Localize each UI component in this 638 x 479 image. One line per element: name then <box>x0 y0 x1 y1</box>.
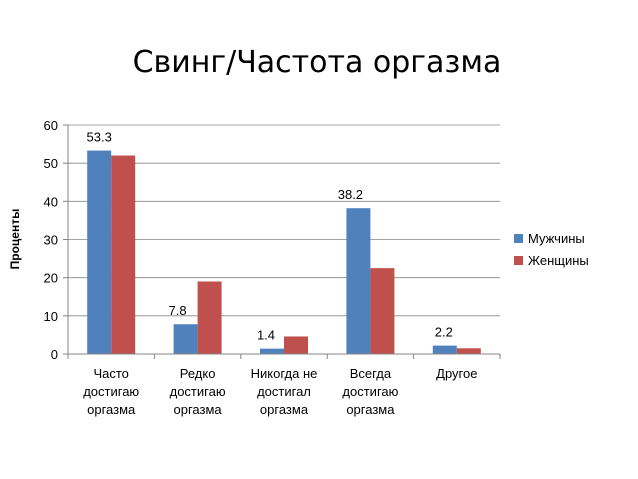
bar <box>346 208 371 354</box>
legend-swatch <box>514 256 523 265</box>
data-label: 2.2 <box>435 325 453 340</box>
y-tick-label: 60 <box>44 118 58 133</box>
data-label: 7.8 <box>169 303 187 318</box>
gridlines <box>68 124 500 317</box>
bar <box>173 324 198 354</box>
x-tick-label-line: достигаю <box>83 384 139 399</box>
data-label: 38.2 <box>338 187 363 202</box>
x-tick-label: Всегда достигаю оргазма <box>342 366 398 417</box>
legend: Мужчины Женщины <box>514 231 589 268</box>
x-tick-label: Другое <box>436 366 477 381</box>
bar <box>370 268 395 354</box>
y-tick-label: 30 <box>44 233 58 248</box>
x-tick-label: Редко достигаю оргазма <box>170 366 226 417</box>
x-tick-label-line: достигал <box>257 384 311 399</box>
x-tick-label-line: Никогда не <box>251 366 318 381</box>
x-tick-label-line: достигаю <box>170 384 226 399</box>
bar <box>432 345 457 354</box>
data-labels: 53.3 7.8 1.4 38.2 2.2 <box>87 130 453 343</box>
y-axis-label: Проценты <box>8 209 22 270</box>
x-tick-label-line: Редко <box>180 366 216 381</box>
y-axis-ticks: 0 10 20 30 40 50 60 <box>44 118 58 362</box>
data-label: 1.4 <box>257 328 275 343</box>
legend-label: Женщины <box>528 253 589 268</box>
y-tick-label: 20 <box>44 271 58 286</box>
y-tick-label: 40 <box>44 194 58 209</box>
x-tick-label: Часто достигаю оргазма <box>83 366 139 417</box>
x-tick-label-line: оргазма <box>346 402 395 417</box>
bar <box>197 281 222 354</box>
x-tick-label-line: Часто <box>93 366 128 381</box>
x-tick-label-line: Всегда <box>350 366 392 381</box>
legend-swatch <box>514 234 523 243</box>
legend-label: Мужчины <box>528 231 585 246</box>
category-labels: Часто достигаю оргазма Редко достигаю оргазма… <box>83 366 477 417</box>
bars <box>87 150 481 354</box>
x-tick-label-line: достигаю <box>342 384 398 399</box>
y-tick-label: 50 <box>44 156 58 171</box>
x-tick-label-line: Другое <box>436 366 477 381</box>
x-tick-label-line: оргазма <box>174 402 223 417</box>
y-tick-label: 0 <box>51 347 58 362</box>
bar <box>456 348 481 354</box>
bar <box>87 150 112 354</box>
y-tick-label: 10 <box>44 309 58 324</box>
x-tick-label: Никогда не достигал оргазма <box>251 366 318 417</box>
x-tick-label-line: оргазма <box>87 402 136 417</box>
x-tick-label-line: оргазма <box>260 402 309 417</box>
bar <box>111 155 136 354</box>
chart-title: Свинг/Частота оргазма <box>133 45 502 80</box>
bar <box>284 336 308 354</box>
data-label: 53.3 <box>87 130 112 145</box>
bar <box>260 348 284 354</box>
x-axis <box>63 124 501 359</box>
